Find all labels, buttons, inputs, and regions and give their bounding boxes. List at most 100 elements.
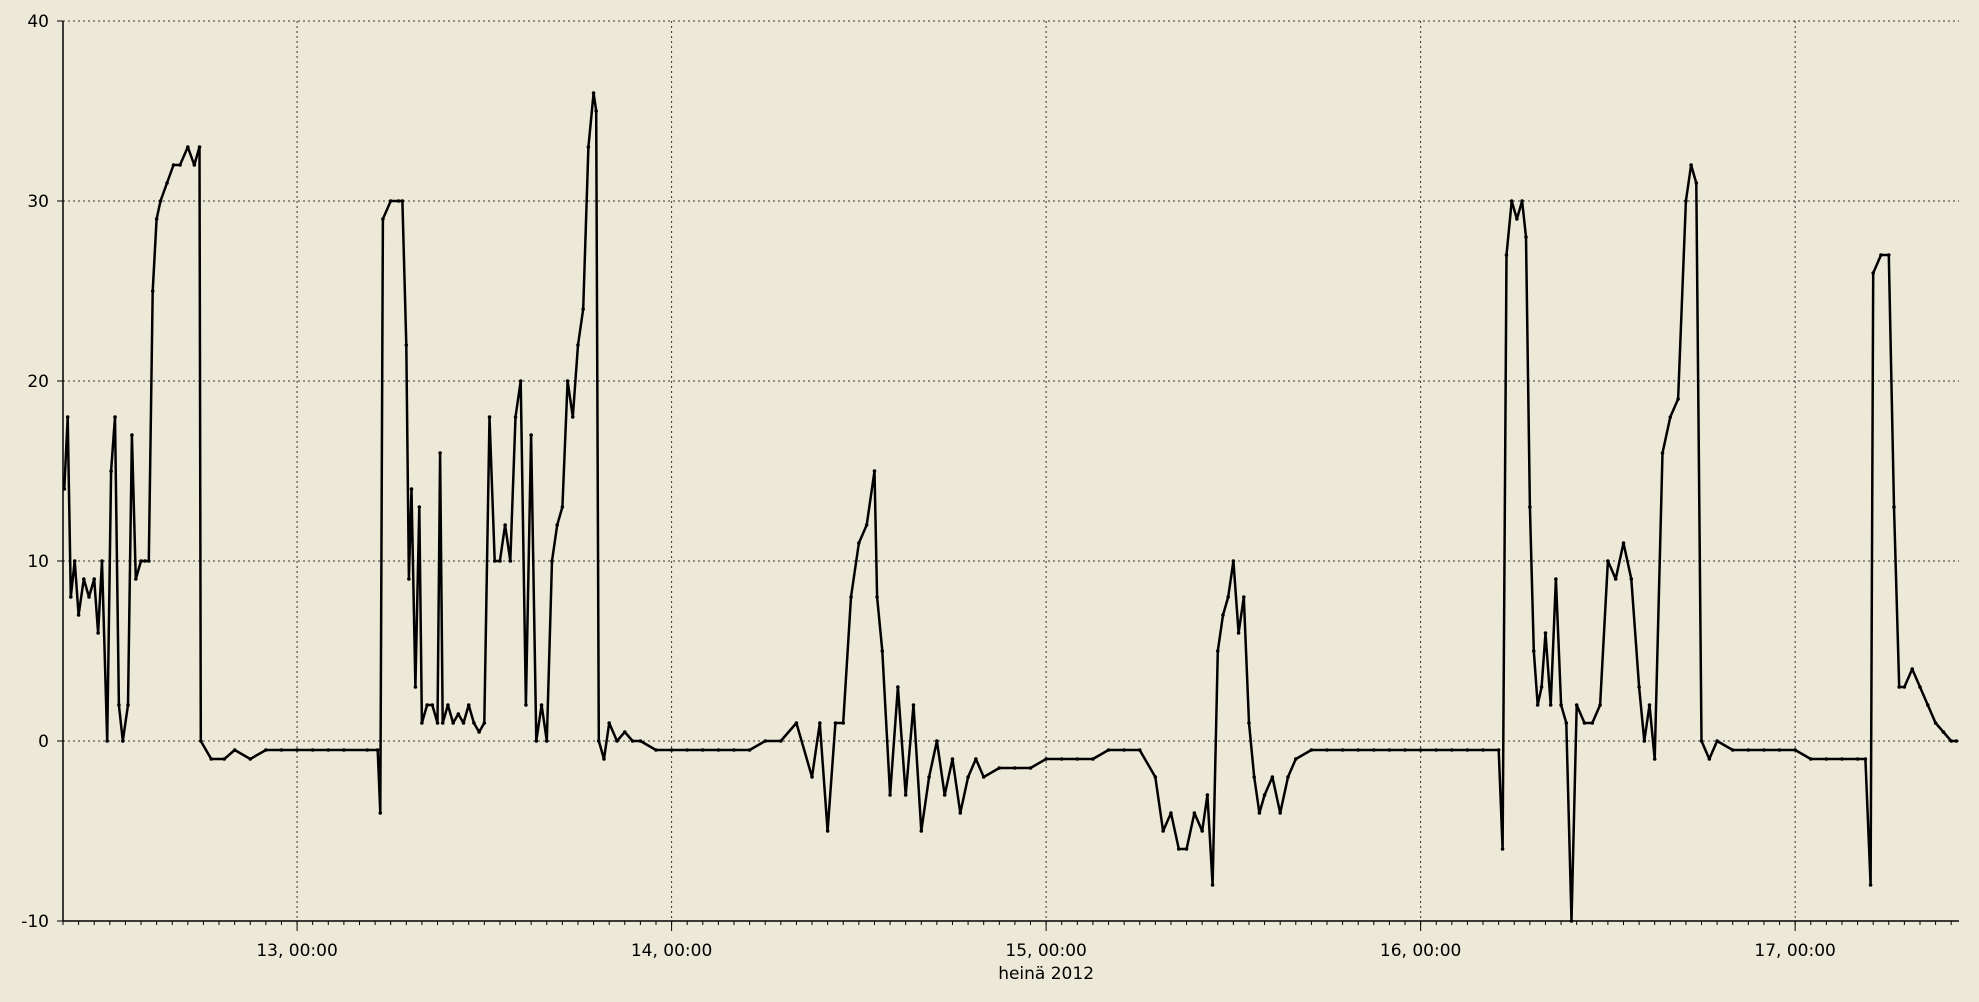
data-point	[1879, 253, 1883, 257]
data-point	[1013, 766, 1017, 770]
data-point	[1257, 811, 1262, 815]
data-point	[1137, 748, 1142, 752]
data-point	[1515, 217, 1519, 221]
data-point	[966, 775, 970, 779]
data-point	[154, 217, 159, 221]
data-point	[1059, 757, 1064, 761]
data-point	[248, 757, 253, 761]
data-point	[126, 703, 130, 707]
data-point	[1231, 559, 1236, 563]
data-point	[872, 469, 877, 473]
data-point	[1091, 757, 1095, 761]
data-point	[880, 649, 885, 653]
data-point	[222, 757, 227, 761]
data-point	[1293, 757, 1298, 761]
data-point	[1496, 748, 1501, 752]
data-point	[1554, 577, 1558, 581]
data-point	[143, 559, 147, 563]
data-point	[794, 721, 799, 725]
data-point	[404, 343, 409, 347]
data-point	[997, 766, 1002, 770]
data-point	[1574, 703, 1579, 707]
data-point	[544, 739, 549, 743]
data-point	[513, 415, 518, 419]
grid	[63, 20, 1959, 921]
data-point	[529, 433, 533, 437]
data-point	[524, 703, 528, 707]
data-point	[1200, 829, 1204, 833]
data-point	[1161, 829, 1165, 833]
data-point	[1689, 163, 1693, 167]
data-point	[295, 748, 299, 752]
data-point	[477, 730, 481, 734]
data-point	[1694, 181, 1699, 185]
data-point	[935, 739, 939, 743]
data-point	[875, 595, 879, 599]
data-point	[1590, 721, 1595, 725]
data-point	[1949, 739, 1953, 743]
data-point	[1871, 271, 1875, 275]
data-point	[492, 559, 497, 563]
data-point	[310, 748, 315, 752]
data-point	[117, 703, 121, 707]
data-point	[87, 595, 91, 599]
data-point	[438, 451, 442, 455]
data-point	[581, 307, 585, 311]
data-point	[1910, 667, 1914, 671]
data-point	[130, 433, 134, 437]
data-point	[1925, 703, 1930, 707]
data-point	[1210, 883, 1215, 887]
data-point	[1824, 757, 1829, 761]
data-point	[539, 703, 544, 707]
data-point	[1840, 757, 1844, 761]
data-point	[1886, 253, 1891, 257]
data-point	[950, 757, 955, 761]
data-point	[446, 703, 450, 707]
x-tick-label: 16, 00:00	[1380, 941, 1461, 961]
data-point	[171, 163, 176, 167]
data-point	[417, 505, 422, 509]
x-tick-label: 13, 00:00	[256, 941, 337, 961]
data-point	[1548, 703, 1553, 707]
data-point	[1559, 703, 1563, 707]
data-point	[1808, 757, 1813, 761]
data-point	[381, 217, 385, 221]
data-point	[1520, 199, 1524, 203]
data-point	[630, 739, 635, 743]
data-point	[425, 703, 429, 707]
data-point	[1106, 748, 1111, 752]
data-point	[1176, 847, 1181, 851]
data-point	[82, 577, 86, 581]
data-point	[100, 559, 104, 563]
x-axis-title: heinä 2012	[998, 964, 1094, 984]
data-point	[1450, 748, 1454, 752]
data-point	[1122, 748, 1126, 752]
data-point	[1465, 748, 1470, 752]
data-point	[974, 757, 978, 761]
data-point	[121, 739, 125, 743]
data-point	[685, 748, 689, 752]
data-point	[1434, 748, 1439, 752]
data-point	[701, 748, 705, 752]
data-point	[1868, 883, 1873, 887]
data-point	[1247, 721, 1251, 725]
data-point	[833, 721, 838, 725]
data-point	[232, 748, 237, 752]
data-point	[1730, 748, 1735, 752]
data-point	[1660, 451, 1665, 455]
data-point	[1715, 739, 1719, 743]
data-point	[1226, 595, 1230, 599]
data-point	[1192, 811, 1197, 815]
data-point	[1652, 757, 1657, 761]
data-point	[1629, 577, 1634, 581]
data-point	[942, 793, 947, 797]
data-point	[638, 739, 643, 743]
data-point	[396, 199, 401, 203]
data-point	[1262, 793, 1267, 797]
data-point	[903, 793, 908, 797]
data-point	[747, 748, 752, 752]
data-point	[615, 739, 619, 743]
data-point	[654, 748, 658, 752]
data-point	[1918, 685, 1922, 689]
